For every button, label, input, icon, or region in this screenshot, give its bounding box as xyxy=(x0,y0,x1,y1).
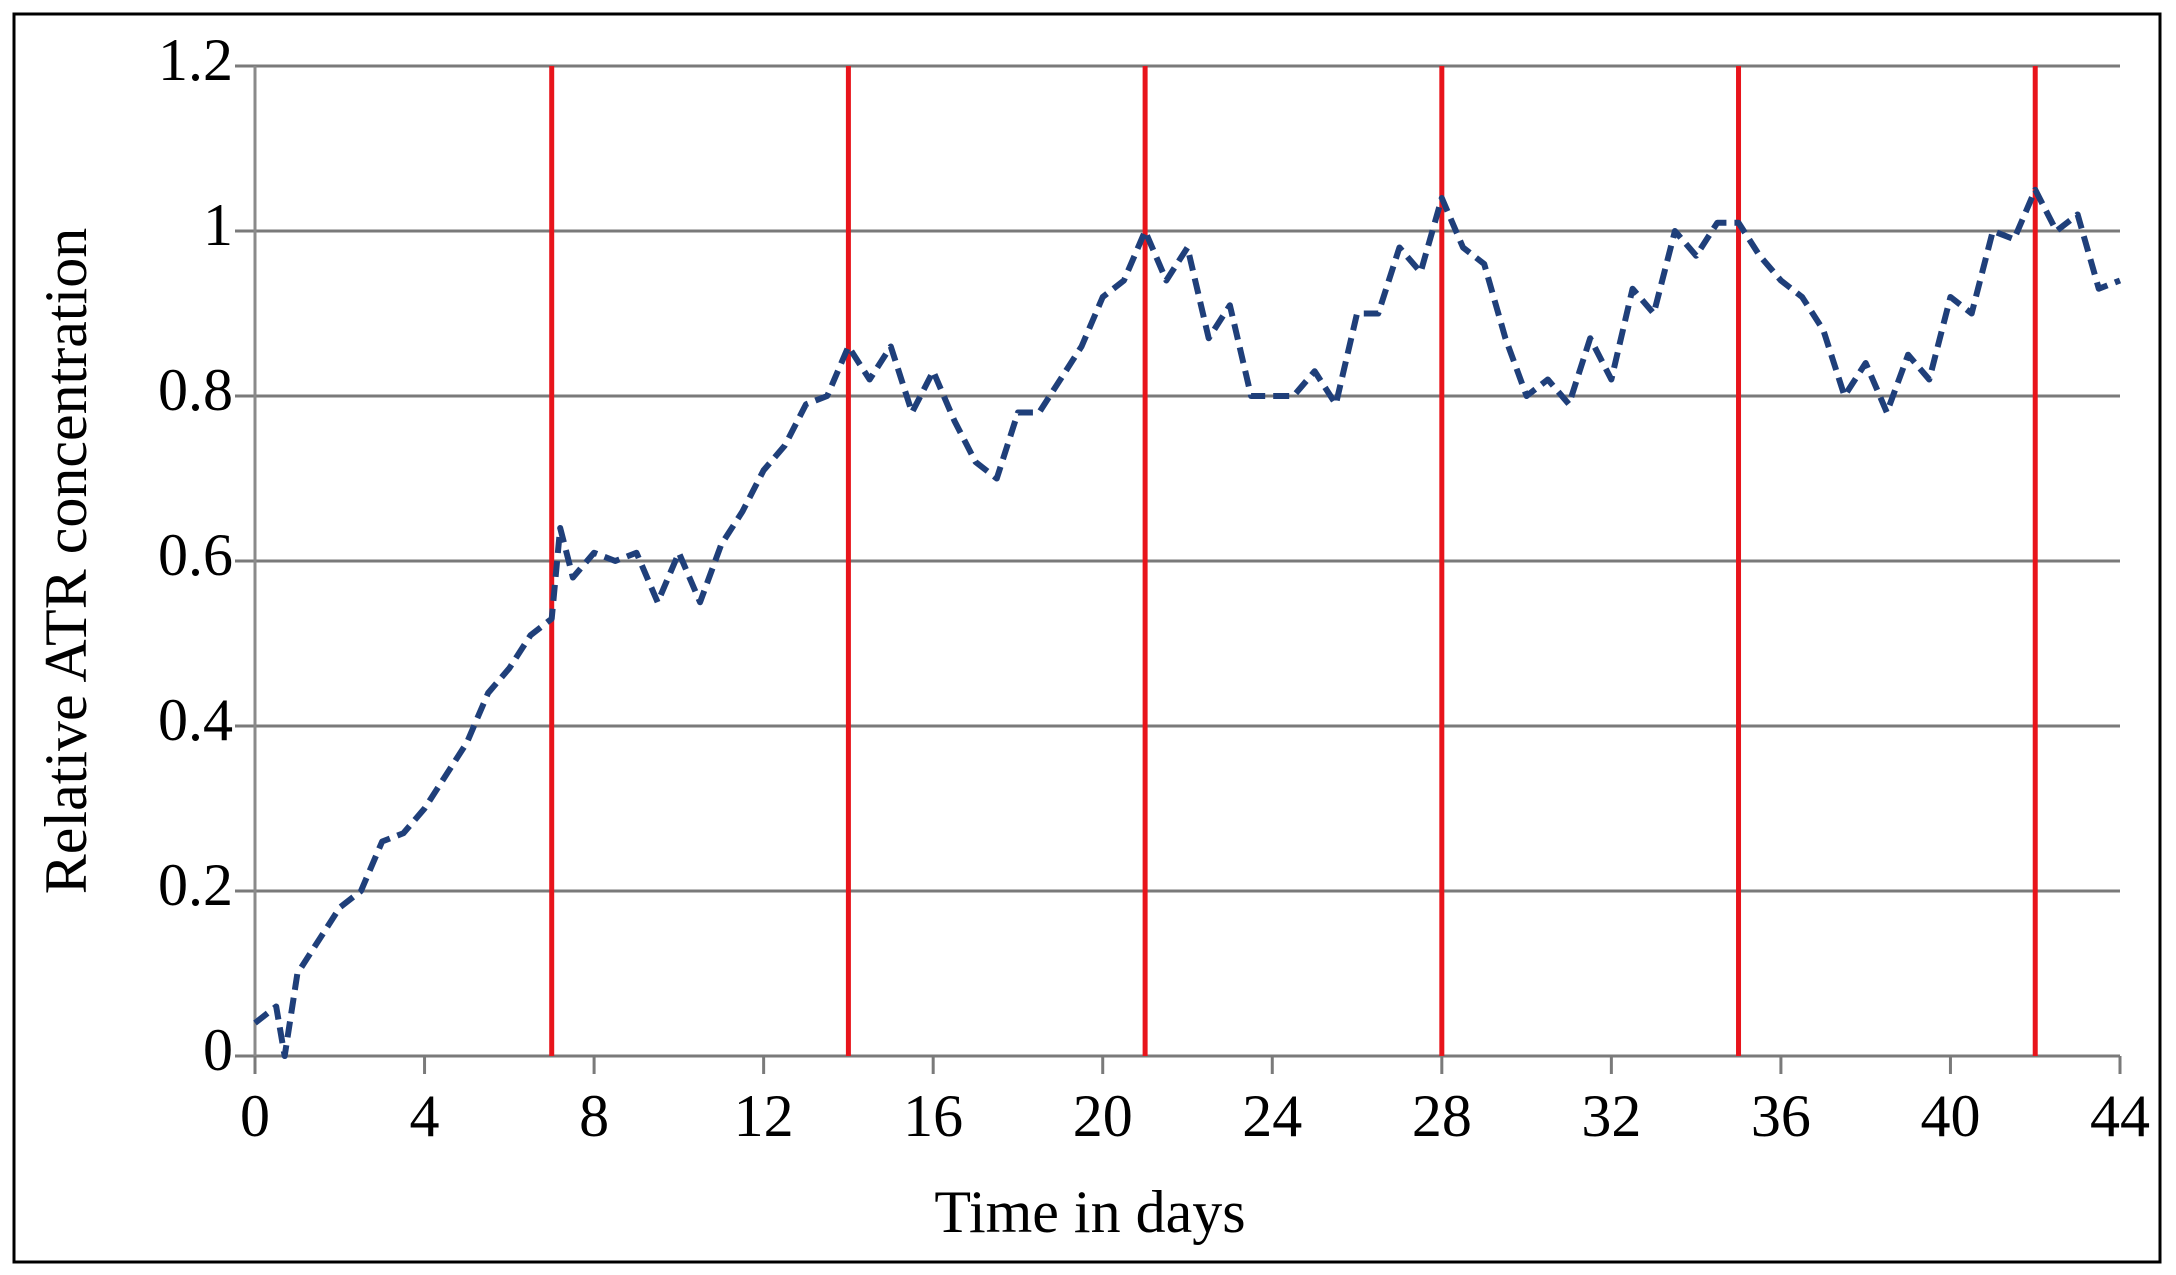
data-line xyxy=(253,186,2122,1059)
x-tick-label: 36 xyxy=(1751,1083,1811,1149)
x-tick-label: 16 xyxy=(903,1083,963,1149)
x-tick-label: 32 xyxy=(1581,1083,1641,1149)
y-tick-label: 1.2 xyxy=(158,27,233,93)
x-tick-label: 20 xyxy=(1073,1083,1133,1149)
y-tick-label: 0.8 xyxy=(158,357,233,423)
x-tick-label: 0 xyxy=(240,1083,270,1149)
y-tick-label: 1 xyxy=(203,192,233,258)
x-tick-label: 44 xyxy=(2090,1083,2150,1149)
x-tick-label: 8 xyxy=(579,1083,609,1149)
y-tick-label: 0.2 xyxy=(158,852,233,918)
x-tick-label: 24 xyxy=(1242,1083,1302,1149)
x-tick-label: 40 xyxy=(1920,1083,1980,1149)
y-tick-label: 0.6 xyxy=(158,522,233,588)
frame xyxy=(12,12,2162,1264)
x-tick-label: 12 xyxy=(734,1083,794,1149)
y-tick-label: 0.4 xyxy=(158,687,233,753)
x-tick-label: 28 xyxy=(1412,1083,1472,1149)
x-axis-label: Time in days xyxy=(934,1179,1245,1245)
y-axis-label: Relative ATR concentration xyxy=(33,228,99,894)
y-tick-label: 0 xyxy=(203,1017,233,1083)
x-tick-label: 4 xyxy=(410,1083,440,1149)
